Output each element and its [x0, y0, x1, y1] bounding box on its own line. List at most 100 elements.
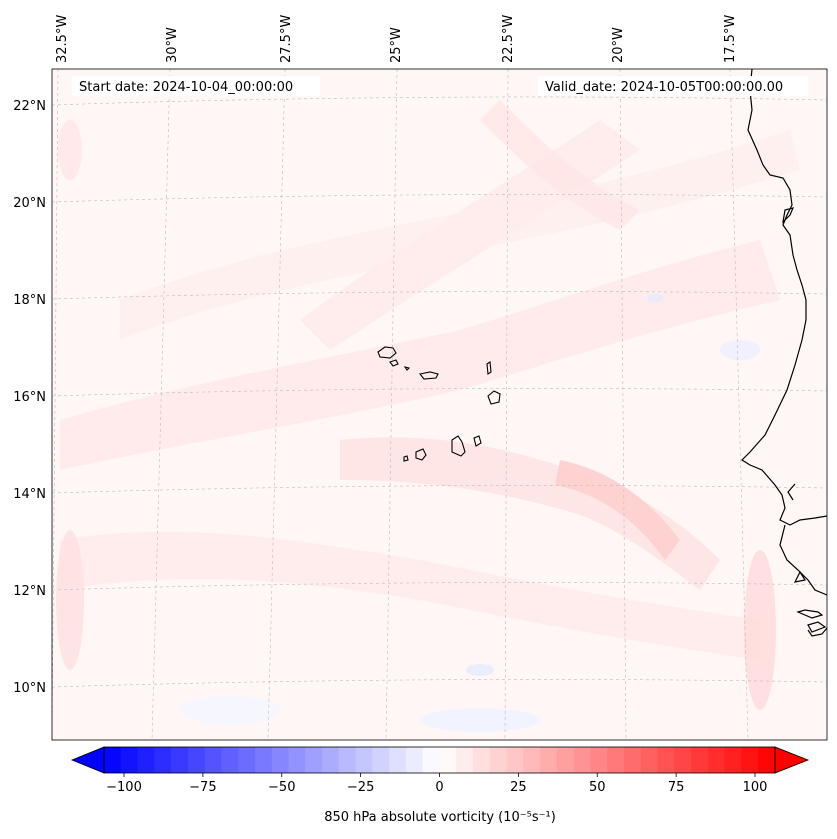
colorbar-max-extension [774, 746, 810, 774]
colorbar-cell [556, 747, 575, 773]
vorticity-patch [58, 120, 82, 180]
colorbar-cell [405, 747, 424, 773]
start-date-label: Start date: 2024-10-04_00:00:00 [79, 80, 293, 95]
colorbar-tick-label: 50 [589, 780, 606, 795]
vorticity-band [60, 240, 780, 470]
colorbar-tick-label: −75 [189, 780, 216, 795]
island [486, 361, 492, 375]
colorbar-cell [288, 747, 306, 773]
colorbar-cell [674, 747, 692, 773]
colorbar-tick-label: 25 [510, 780, 527, 795]
colorbar-cell [221, 747, 239, 773]
colorbar-cell [758, 747, 776, 773]
valid-date-label: Valid_date: 2024-10-05T00:00:00.00 [545, 80, 783, 95]
island [419, 371, 439, 380]
vorticity-patch [420, 708, 540, 732]
colorbar-ticks: −100 −75 −50 −25 0 25 50 75 100 [106, 773, 767, 795]
colorbar-cell [724, 747, 742, 773]
africa-coastline [741, 69, 827, 526]
island [451, 435, 466, 457]
colorbar-cell [523, 747, 541, 773]
gridlines [52, 69, 827, 740]
colorbar-cell [154, 747, 172, 773]
cape-verde-islands [377, 346, 501, 462]
colorbar-cell [741, 747, 759, 773]
island [415, 448, 427, 461]
colorbar-cells [104, 747, 776, 773]
colorbar-label: 850 hPa absolute vorticity (10⁻⁵s⁻¹) [324, 810, 556, 825]
lat-label: 14°N [13, 487, 46, 502]
vorticity-band [480, 100, 640, 230]
map-panel [52, 69, 827, 740]
vorticity-patch [744, 550, 776, 710]
map-frame [51, 68, 828, 741]
colorbar-tick-label: −50 [268, 780, 295, 795]
colorbar-cell [691, 747, 709, 773]
island [403, 366, 411, 371]
colorbar-tick-label: 100 [743, 780, 768, 795]
vorticity-band [60, 531, 760, 660]
colorbar-cell [473, 747, 491, 773]
colorbar-tick-label: 0 [435, 780, 443, 795]
lat-label: 20°N [13, 196, 46, 211]
colorbar-cell [338, 747, 357, 773]
colorbar-tick-label: −100 [106, 780, 142, 795]
colorbar-cell [120, 747, 138, 773]
lon-label: 27.5°W [279, 15, 294, 63]
colorbar-cell [187, 747, 206, 773]
island [377, 346, 397, 359]
vorticity-patch [647, 294, 663, 302]
island [487, 390, 501, 405]
coastlines [741, 69, 827, 637]
vorticity-band [555, 460, 680, 560]
latitude-labels: 22°N 20°N 18°N 16°N 14°N 12°N 10°N [13, 99, 46, 696]
colorbar-cell [439, 747, 457, 773]
lat-label: 22°N [13, 99, 46, 114]
colorbar-cell [322, 747, 340, 773]
vorticity-patch [466, 664, 494, 676]
colorbar-min-extension [70, 746, 105, 774]
valid-date-box [538, 76, 808, 96]
colorbar-cell [657, 747, 675, 773]
lon-label: 25°W [389, 27, 404, 63]
colorbar-cell [506, 747, 524, 773]
colorbar-cell [204, 747, 222, 773]
vorticity-band [120, 130, 800, 340]
lon-label: 32.5°W [55, 15, 70, 63]
colorbar-cell [573, 747, 591, 773]
island [389, 359, 399, 367]
colorbar-cell [104, 747, 122, 773]
vorticity-patch [56, 530, 84, 670]
colorbar-cell [254, 747, 273, 773]
vorticity-field [56, 100, 800, 732]
lat-label: 16°N [13, 390, 46, 405]
lon-label: 17.5°W [723, 15, 738, 63]
colorbar-cell [540, 747, 558, 773]
longitude-labels: 32.5°W 30°W 27.5°W 25°W 22.5°W 20°W 17.5… [55, 15, 738, 63]
colorbar-cell [271, 747, 289, 773]
colorbar-cell [489, 747, 507, 773]
colorbar-cell [355, 747, 373, 773]
lon-label: 20°W [611, 27, 626, 63]
colorbar-cell [707, 747, 726, 773]
colorbar-tick-label: 75 [668, 780, 685, 795]
colorbar: −100 −75 −50 −25 0 25 50 75 100 850 hPa absolute… [70, 746, 810, 825]
colorbar-cell [171, 747, 189, 773]
vorticity-patch [180, 696, 280, 724]
colorbar-cell [624, 747, 642, 773]
colorbar-cell [372, 747, 390, 773]
colorbar-cell [422, 747, 440, 773]
colorbar-tick-label: −25 [347, 780, 374, 795]
lon-label: 22.5°W [501, 15, 516, 63]
colorbar-cell [640, 747, 658, 773]
island [403, 455, 409, 462]
island [473, 435, 482, 447]
vorticity-patch [720, 340, 760, 360]
lat-label: 12°N [13, 584, 46, 599]
lat-label: 10°N [13, 681, 46, 696]
colorbar-cell [389, 747, 407, 773]
start-date-box [72, 76, 320, 96]
colorbar-cell [590, 747, 608, 773]
colorbar-cell [238, 747, 256, 773]
